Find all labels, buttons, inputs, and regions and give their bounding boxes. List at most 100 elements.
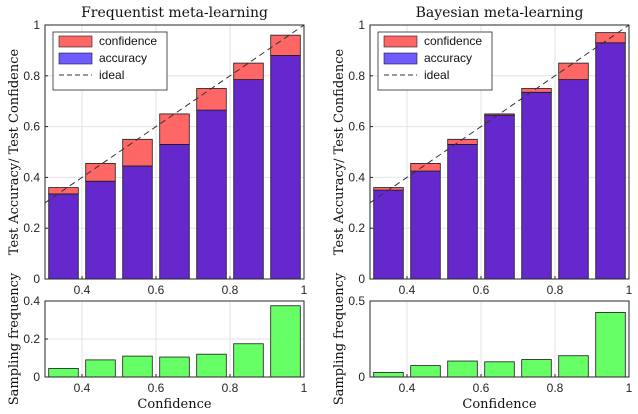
x-tick-label: 0.4 — [74, 283, 91, 297]
frequency-bar — [233, 343, 264, 378]
axes-frame — [369, 300, 630, 378]
frequency-bar — [373, 372, 404, 378]
accuracy-bar — [410, 170, 441, 280]
frequency-bar — [270, 305, 301, 378]
freq-bottom-chart: 0.4 0.6 0.8 1 0 0.2 0.4 Confidence Sampling freq… — [7, 272, 308, 412]
frequency-bar — [484, 361, 515, 378]
freq-top-chart: confidence accuracy ideal 0.4 0.6 0.8 1 0 0.2 0.4… — [7, 5, 308, 297]
frequency-bar — [595, 311, 626, 378]
y-tick-label: 0 — [358, 272, 365, 286]
legend-swatch-accuracy — [383, 52, 418, 65]
legend-label-ideal: ideal — [424, 68, 449, 82]
frequency-bar — [196, 353, 227, 378]
accuracy-bar — [484, 114, 515, 280]
ideal-line — [369, 24, 630, 204]
y-tick-label: 0.2 — [23, 332, 40, 346]
y-tick-label: 1 — [358, 18, 365, 32]
legend-label-accuracy: accuracy — [424, 51, 472, 65]
frequency-bar — [521, 359, 552, 378]
frequency-bar — [410, 365, 441, 378]
x-axis-label: Confidence — [462, 397, 536, 412]
legend-label-confidence: confidence — [99, 34, 157, 48]
x-axis-label: Confidence — [137, 397, 211, 412]
x-tick-label: 0.8 — [547, 381, 564, 395]
frequency-bar — [447, 360, 478, 378]
legend-swatch-confidence — [383, 35, 418, 48]
chart-title: Frequentist meta-learning — [81, 5, 268, 21]
y-tick-label: 0.4 — [23, 294, 40, 308]
x-tick-label: 0.4 — [74, 381, 91, 395]
x-tick-label: 0.8 — [222, 381, 239, 395]
accuracy-bar — [447, 143, 478, 280]
frequency-bar — [159, 356, 190, 378]
accuracy-bar — [48, 193, 79, 280]
bayes-top-chart: confidence accuracy ideal 0.4 0.6 0.8 1 0 0.2 0.4… — [332, 5, 633, 297]
confidence-bar — [196, 88, 227, 111]
legend-label-ideal: ideal — [99, 68, 124, 82]
y-tick-label: 0 — [33, 370, 40, 384]
confidence-bar — [233, 62, 264, 81]
legend: confidence accuracy ideal — [52, 31, 168, 91]
y-tick-label: 0.8 — [348, 69, 365, 83]
accuracy-bar — [233, 79, 264, 280]
x-tick-label: 0.6 — [473, 381, 490, 395]
x-tick-label: 0.8 — [222, 283, 239, 297]
y-tick-label: 0.8 — [23, 69, 40, 83]
y-tick-label: 0 — [358, 370, 365, 384]
frequency-bar — [48, 368, 79, 378]
bayes-bottom-chart: 0.4 0.6 0.8 1 0 0.5 Confidence Sampling frequen… — [332, 272, 633, 412]
accuracy-bar — [122, 165, 153, 280]
confidence-bar — [122, 138, 153, 167]
y-tick-label: 0 — [33, 272, 40, 286]
axes-frame — [44, 24, 305, 280]
accuracy-bar — [159, 143, 190, 280]
y-tick-label: 0.4 — [23, 170, 40, 184]
legend-swatch-confidence — [58, 35, 93, 48]
y-tick-label: 0.2 — [348, 221, 365, 235]
ideal-line — [44, 24, 305, 204]
confidence-bar — [447, 138, 478, 145]
frequency-bar — [558, 355, 589, 378]
accuracy-bar — [196, 109, 227, 280]
x-tick-label: 0.6 — [473, 283, 490, 297]
x-tick-label: 0.4 — [399, 381, 416, 395]
x-tick-label: 0.4 — [399, 283, 416, 297]
accuracy-bar — [521, 91, 552, 280]
y-tick-label: 0.5 — [348, 294, 365, 308]
legend: confidence accuracy ideal — [377, 31, 493, 91]
frequency-bar — [85, 359, 116, 378]
x-tick-label: 1 — [301, 283, 308, 297]
confidence-bar — [410, 163, 441, 172]
accuracy-bar — [595, 42, 626, 280]
x-tick-label: 0.8 — [547, 283, 564, 297]
y-axis-label: Sampling frequency — [7, 272, 22, 405]
confidence-bar — [85, 163, 116, 182]
chart-title: Bayesian meta-learning — [416, 5, 584, 21]
frequency-bar — [122, 355, 153, 378]
axes-frame — [369, 24, 630, 280]
y-tick-label: 0.2 — [23, 221, 40, 235]
accuracy-bar — [85, 180, 116, 280]
confidence-bar — [159, 113, 190, 145]
legend-label-accuracy: accuracy — [99, 51, 147, 65]
confidence-bar — [558, 62, 589, 81]
y-tick-label: 0.6 — [23, 120, 40, 134]
legend-label-confidence: confidence — [424, 34, 482, 48]
y-tick-label: 0.6 — [348, 120, 365, 134]
accuracy-bar — [373, 189, 404, 280]
x-tick-label: 0.6 — [148, 283, 165, 297]
y-axis-label: Test Accuracy/ Test Confidence — [332, 49, 347, 256]
x-tick-label: 0.6 — [148, 381, 165, 395]
confidence-bar — [270, 34, 301, 56]
y-tick-label: 0.4 — [348, 170, 365, 184]
accuracy-bar — [270, 55, 301, 280]
x-tick-label: 1 — [626, 283, 633, 297]
y-axis-label: Sampling frequency — [332, 272, 347, 405]
legend-swatch-accuracy — [58, 52, 93, 65]
x-tick-label: 1 — [626, 381, 633, 395]
y-tick-label: 1 — [33, 18, 40, 32]
x-tick-label: 1 — [301, 381, 308, 395]
y-axis-label: Test Accuracy/ Test Confidence — [7, 49, 22, 256]
confidence-bar — [484, 113, 515, 116]
